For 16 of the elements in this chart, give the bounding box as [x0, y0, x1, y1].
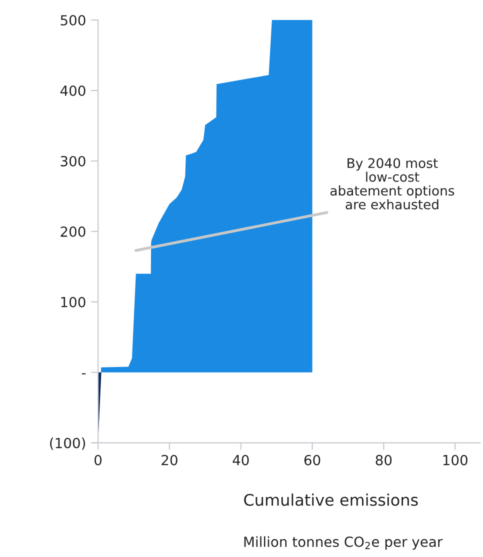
x-axis-title: Cumulative emissions [244, 494, 418, 506]
y-tick-label: 500 [60, 15, 86, 26]
y-tick-label: 100 [61, 296, 86, 308]
x-tick-label: 100 [443, 454, 468, 466]
text: Million tonnes CO$_{2}$e per year [244, 536, 443, 550]
x-tick-label: 80 [376, 454, 392, 466]
y-tick-label: - [82, 373, 86, 374]
x-tick-label: 0 [94, 454, 102, 466]
y-tick-label: (100) [50, 438, 86, 450]
y-tick-label: 400 [60, 85, 86, 96]
y-tick-label: 200 [60, 226, 86, 237]
x-tick-label: 60 [304, 454, 320, 466]
x-tick-label: 40 [232, 454, 249, 466]
y-tick-label: 300 [60, 156, 86, 166]
x-tick-label: 20 [162, 454, 178, 466]
annotation: By 2040 most low-cost abatement options are exhausted [330, 158, 454, 210]
